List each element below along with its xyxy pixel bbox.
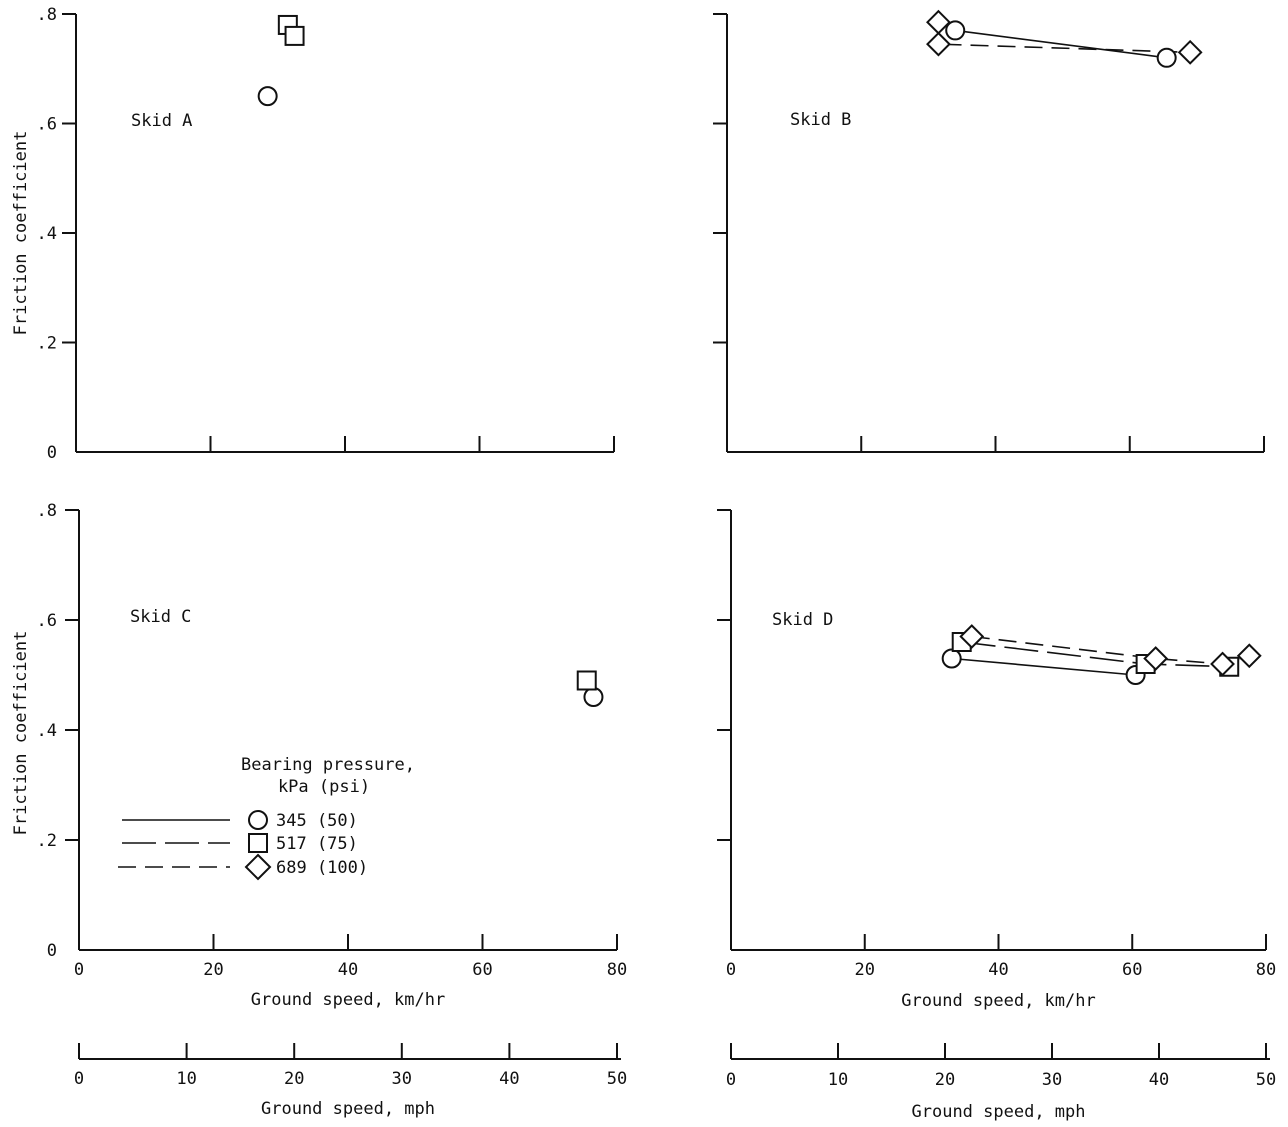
mph-tick-label: 30 (1042, 1070, 1062, 1090)
panel-skid-a: 0 .2 .4 .6 .8 Friction coefficient Skid A (11, 5, 615, 463)
mph-tick-label: 50 (1256, 1070, 1276, 1090)
mph-axis-title: Ground speed, mph (261, 1099, 435, 1119)
y-tick-label: .8 (37, 5, 57, 25)
y-axis-title: Friction coefficient (11, 131, 31, 336)
mph-tick-label: 10 (828, 1070, 848, 1090)
x-axis-title: Ground speed, km/hr (901, 991, 1095, 1011)
legend-label-345: 345 (50) (276, 811, 358, 831)
series-line-diamond (971, 635, 1250, 665)
series-line-circle (951, 657, 1136, 676)
legend-label-517: 517 (75) (276, 834, 358, 854)
mph-tick-label: 40 (499, 1069, 519, 1089)
x-tick-label: 80 (607, 960, 627, 980)
y-tick-label: .4 (37, 721, 57, 741)
data-point-diamond (1177, 39, 1203, 65)
panel-label: Skid D (772, 610, 833, 630)
data-point-diamond (959, 624, 985, 649)
x-axis-title: Ground speed, km/hr (251, 990, 445, 1010)
y-tick-label: .2 (37, 831, 57, 851)
x-tick-label: 80 (1256, 960, 1276, 980)
series-line-diamond (937, 22, 1191, 54)
panel-label: Skid C (130, 607, 191, 627)
panel-skid-b: Skid B (713, 9, 1265, 453)
mph-axis-title: Ground speed, mph (912, 1102, 1086, 1122)
y-tick-label: .6 (37, 611, 57, 631)
data-point-square (284, 25, 305, 46)
x-tick-label: 20 (855, 960, 875, 980)
legend: Bearing pressure, kPa (psi) 345 (50) 517… (118, 755, 415, 881)
data-point-diamond (1143, 646, 1169, 671)
legend-diamond-marker (244, 853, 272, 881)
y-tick-label: .8 (37, 501, 57, 521)
legend-circle-marker (248, 810, 268, 830)
x-tick-label: 0 (74, 960, 84, 980)
data-point-square (576, 670, 597, 691)
data-point-diamond (1236, 643, 1262, 669)
x-tick-label: 60 (472, 960, 492, 980)
y-tick-label: 0 (47, 443, 57, 463)
x-tick-label: 40 (338, 960, 358, 980)
mph-tick-label: 0 (726, 1070, 736, 1090)
x-tick-label: 20 (203, 960, 223, 980)
mph-tick-label: 30 (392, 1069, 412, 1089)
data-point-circle (941, 648, 962, 669)
data-point-diamond (926, 31, 951, 57)
panel-skid-c: 0 .2 .4 .6 .8 0 20 40 60 80 Ground speed, km/hr Fri… (11, 501, 627, 1119)
y-tick-label: .6 (37, 115, 57, 135)
panel-label: Skid B (790, 110, 851, 130)
series-line-circle (955, 29, 1167, 59)
y-axis-title: Friction coefficient (11, 631, 31, 836)
data-point-circle (945, 20, 966, 41)
mph-tick-label: 10 (176, 1069, 196, 1089)
data-point-circle (257, 86, 278, 107)
mph-tick-label: 20 (284, 1069, 304, 1089)
legend-title-line1: Bearing pressure, (241, 755, 415, 775)
y-tick-label: .4 (37, 224, 57, 244)
legend-square-marker (248, 833, 268, 853)
y-tick-label: .2 (37, 334, 57, 354)
legend-label-689: 689 (100) (276, 858, 368, 878)
mph-tick-label: 20 (935, 1070, 955, 1090)
legend-title-line2: kPa (psi) (278, 777, 370, 797)
x-tick-label: 0 (726, 960, 736, 980)
mph-tick-label: 0 (74, 1069, 84, 1089)
mph-tick-label: 40 (1149, 1070, 1169, 1090)
data-point-circle (583, 687, 604, 707)
x-tick-label: 60 (1122, 960, 1142, 980)
data-point-circle (1156, 47, 1177, 68)
panel-label: Skid A (131, 111, 192, 131)
y-tick-label: 0 (47, 941, 57, 961)
x-tick-label: 40 (988, 960, 1008, 980)
mph-tick-label: 50 (607, 1069, 627, 1089)
data-point-diamond (1210, 651, 1235, 677)
panel-skid-d: 0 20 40 60 80 Ground speed, km/hr Skid D 0 10 20 3… (717, 509, 1276, 1122)
